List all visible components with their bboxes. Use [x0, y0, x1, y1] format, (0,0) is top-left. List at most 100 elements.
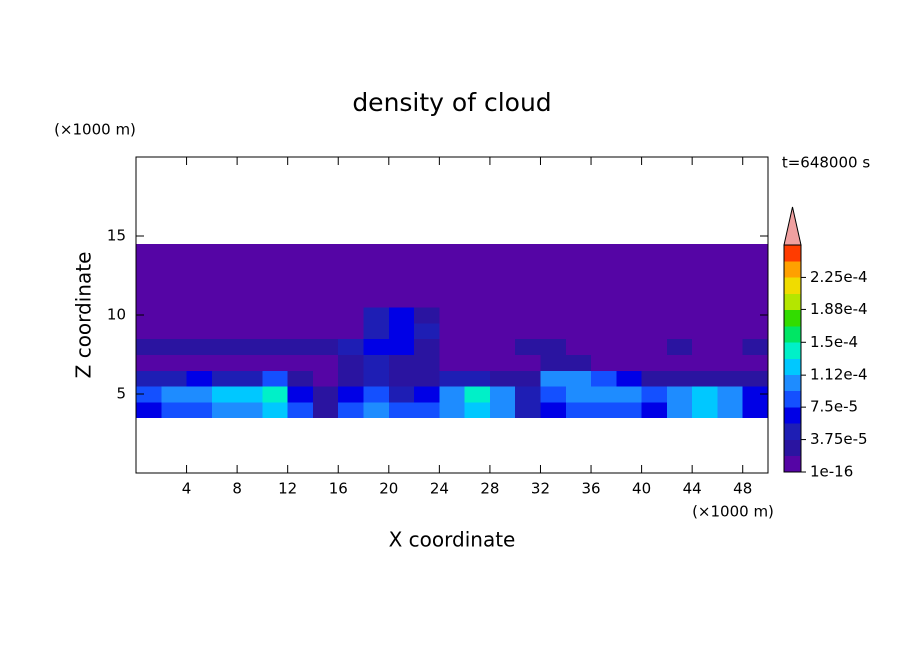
colorbar-label: 7.5e-5: [810, 398, 858, 416]
colorbar-band: [784, 358, 801, 376]
colorbar-label: 2.25e-4: [810, 268, 868, 286]
y-tick-label: 5: [116, 385, 126, 403]
density-cell: [363, 259, 390, 276]
density-cell: [439, 401, 466, 419]
y-tick-label: 10: [107, 306, 126, 324]
density-cell: [363, 291, 390, 308]
density-cell: [338, 291, 365, 308]
density-cell: [312, 401, 339, 419]
density-cell: [565, 259, 592, 276]
density-cell: [641, 338, 668, 355]
density-cell: [666, 386, 693, 403]
colorbar-band: [784, 293, 801, 311]
density-cell: [540, 354, 567, 371]
density-cell: [287, 291, 314, 308]
density-cell: [363, 243, 390, 261]
density-cell: [540, 259, 567, 276]
density-cell: [464, 259, 491, 276]
density-cell: [666, 259, 693, 276]
density-cell: [666, 370, 693, 387]
colorbar-band: [784, 277, 801, 294]
density-cell: [161, 354, 188, 371]
density-cell: [515, 275, 541, 292]
density-cell: [136, 291, 162, 308]
density-cell: [515, 259, 541, 276]
density-cell: [742, 259, 769, 276]
density-cell: [237, 338, 263, 355]
density-cell: [666, 291, 693, 308]
density-cell: [489, 354, 516, 371]
density-cell: [312, 275, 339, 292]
colorbar-over: [783, 206, 802, 246]
density-cell: [489, 307, 516, 324]
density-cell: [414, 386, 440, 403]
density-cell: [136, 370, 162, 387]
colorbar-band: [784, 407, 801, 424]
density-cell: [186, 291, 213, 308]
density-cell: [515, 401, 541, 419]
density-cell: [515, 243, 541, 261]
x-tick-label: 36: [581, 480, 600, 498]
colorbar-frame: [783, 244, 802, 473]
density-cell: [616, 354, 643, 371]
density-cell: [211, 259, 238, 276]
density-cell: [489, 259, 516, 276]
density-cell: [591, 401, 617, 419]
density-cell: [742, 386, 769, 403]
density-cell: [565, 354, 592, 371]
density-cell: [565, 275, 592, 292]
density-cell: [591, 338, 617, 355]
density-cell: [641, 370, 668, 387]
contour-field: [136, 243, 769, 419]
x-tick-label: 32: [531, 480, 550, 498]
density-cell: [439, 322, 466, 340]
density-cell: [237, 401, 263, 419]
density-cell: [287, 370, 314, 387]
density-cell: [616, 243, 643, 261]
density-cell: [641, 291, 668, 308]
density-cell: [338, 386, 365, 403]
density-cell: [287, 322, 314, 340]
density-cell: [591, 243, 617, 261]
density-cell: [742, 322, 769, 340]
density-cell: [464, 401, 491, 419]
density-cell: [186, 259, 213, 276]
density-cell: [616, 338, 643, 355]
density-cell: [414, 401, 440, 419]
density-cell: [338, 275, 365, 292]
density-cell: [565, 291, 592, 308]
colorbar-band: [784, 423, 801, 440]
density-cell: [211, 307, 238, 324]
density-cell: [666, 322, 693, 340]
density-cell: [237, 243, 263, 261]
density-cell: [186, 370, 213, 387]
density-cell: [616, 386, 643, 403]
density-cell: [742, 370, 769, 387]
density-cell: [489, 401, 516, 419]
density-cell: [692, 291, 718, 308]
density-cell: [439, 291, 466, 308]
density-cell: [641, 354, 668, 371]
density-cell: [186, 401, 213, 419]
density-cell: [717, 401, 744, 419]
y-tick-label: 15: [107, 227, 126, 245]
density-cell: [540, 307, 567, 324]
y-unit: (×1000 m): [54, 121, 136, 139]
density-cell: [287, 386, 314, 403]
density-cell: [540, 338, 567, 355]
density-cell: [742, 243, 769, 261]
x-tick-label: 16: [329, 480, 348, 498]
density-cell: [692, 370, 718, 387]
colorbar-band: [784, 439, 801, 457]
density-cell: [287, 338, 314, 355]
density-cell: [136, 338, 162, 355]
density-cell: [136, 243, 162, 261]
density-cell: [565, 307, 592, 324]
density-cell: [717, 338, 744, 355]
density-cell: [211, 338, 238, 355]
density-cell: [742, 401, 769, 419]
density-cell: [591, 354, 617, 371]
colorbar-label: 1.88e-4: [810, 300, 868, 318]
